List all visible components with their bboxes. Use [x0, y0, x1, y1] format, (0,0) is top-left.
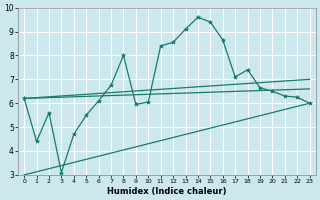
X-axis label: Humidex (Indice chaleur): Humidex (Indice chaleur) — [107, 187, 227, 196]
